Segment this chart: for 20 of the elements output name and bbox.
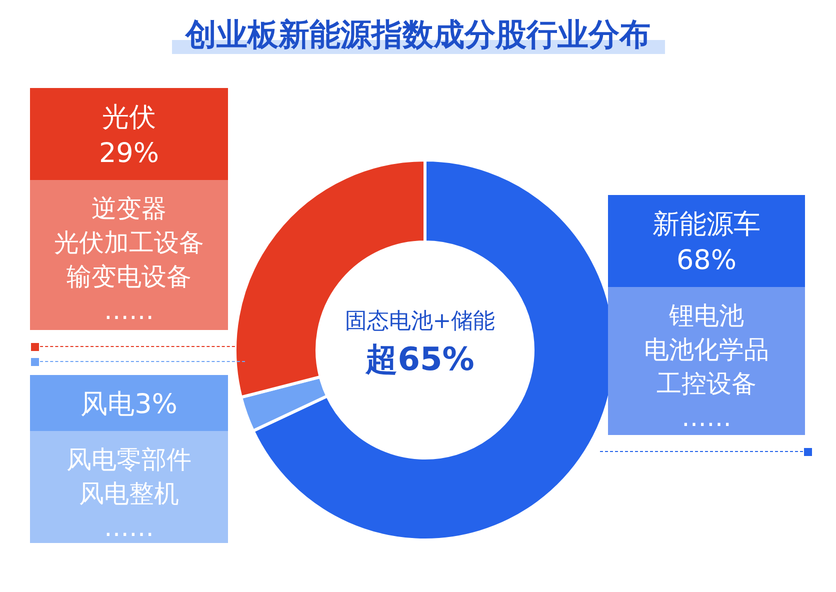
data-label: 3%: [134, 389, 178, 420]
text: 超65%: [364, 339, 476, 380]
text: 锂电池: [668, 300, 745, 332]
slice-label: 风电: [80, 389, 135, 420]
text: ……: [680, 402, 732, 434]
text: 风电零部件: [66, 444, 192, 476]
text: ……: [103, 295, 155, 327]
chart-title: 创业板新能源指数成分股行业分布: [186, 17, 650, 53]
text: 输变电设备: [66, 261, 192, 293]
text: ……: [103, 512, 155, 544]
text: 电池化学品: [643, 334, 770, 366]
text: 光伏加工设备: [53, 227, 205, 259]
text: 固态电池+储能: [344, 308, 496, 336]
data-label: 68%: [675, 244, 738, 278]
text: 逆变器: [90, 193, 168, 225]
text: 工控设备: [656, 368, 758, 400]
text: 风电整机: [78, 478, 180, 510]
slice-label: 新能源车: [652, 208, 762, 242]
data-label: 29%: [98, 137, 160, 171]
slice-label: 光伏: [101, 101, 157, 135]
